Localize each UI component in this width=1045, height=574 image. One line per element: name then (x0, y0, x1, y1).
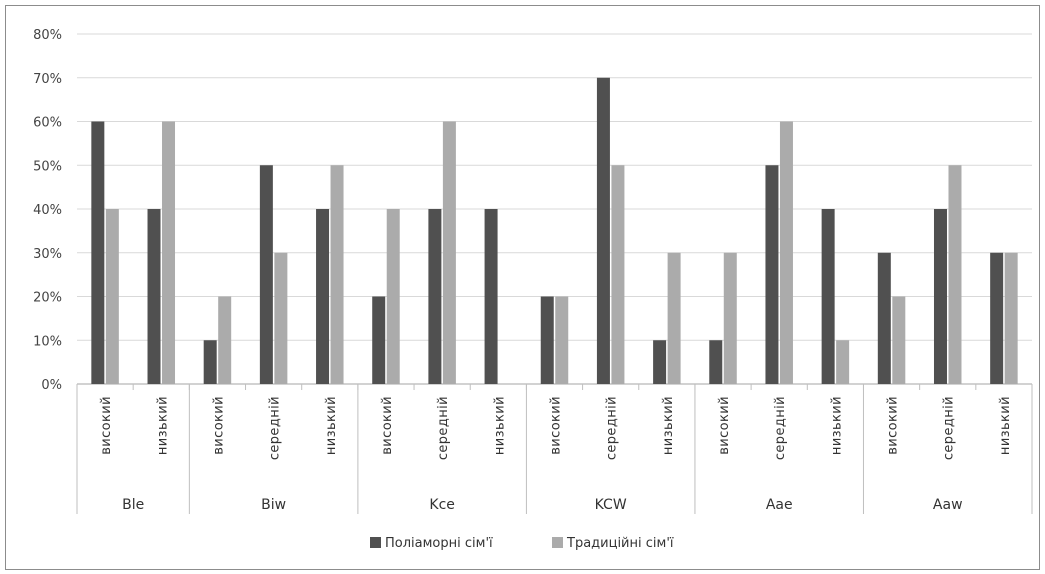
legend-swatch (370, 537, 381, 548)
bar-series1 (540, 296, 554, 384)
bar-series2 (386, 209, 400, 384)
y-tick-label: 20% (33, 291, 62, 306)
bar-series2 (330, 165, 344, 384)
bar-series1 (372, 296, 386, 384)
bar-series2 (218, 296, 232, 384)
bar-series1 (91, 121, 105, 384)
category-label: високий (717, 396, 732, 455)
y-tick-label: 0% (41, 378, 62, 393)
category-label: середній (605, 396, 620, 460)
bar-series2 (779, 121, 793, 384)
category-label: середній (436, 396, 451, 460)
y-tick-label: 10% (33, 334, 62, 349)
bar-series2 (555, 296, 569, 384)
group-label: Aaw (933, 497, 963, 513)
bar-series2 (274, 252, 288, 384)
category-label: низький (998, 396, 1013, 455)
category-label: низький (829, 396, 844, 455)
category-label: низький (155, 396, 170, 455)
bar-series1 (709, 340, 723, 384)
group-label: Biw (261, 497, 286, 513)
y-tick-label: 80% (33, 28, 62, 43)
y-tick-label: 50% (33, 159, 62, 174)
legend-label: Традиційні сім'ї (566, 536, 674, 551)
y-tick-label: 60% (33, 116, 62, 131)
chart-frame (5, 5, 1040, 570)
bar-series2 (948, 165, 962, 384)
category-label: високий (380, 396, 395, 455)
bar-series1 (653, 340, 667, 384)
bar-series2 (836, 340, 850, 384)
legend-label: Поліаморні сім'ї (385, 536, 493, 551)
bar-series2 (892, 296, 906, 384)
y-tick-label: 40% (33, 203, 62, 218)
category-label: високий (99, 396, 114, 455)
bar-series2 (105, 209, 119, 384)
bar-series1 (877, 252, 891, 384)
group-label: KCW (595, 497, 627, 513)
y-tick-label: 70% (33, 72, 62, 87)
bar-series1 (933, 209, 947, 384)
group-label: Kce (429, 497, 455, 513)
bar-series1 (259, 165, 273, 384)
bar-series1 (821, 209, 835, 384)
bar-series1 (203, 340, 217, 384)
bar-series1 (596, 77, 610, 384)
category-label: низький (324, 396, 339, 455)
group-label: Ble (122, 497, 144, 513)
bar-series1 (484, 209, 498, 384)
bar-series2 (667, 252, 681, 384)
category-label: низький (661, 396, 676, 455)
category-label: середній (268, 396, 283, 460)
category-label: середній (942, 396, 957, 460)
bar-series2 (723, 252, 737, 384)
bar-series2 (611, 165, 625, 384)
legend-swatch (552, 537, 563, 548)
category-label: високий (886, 396, 901, 455)
bar-series1 (428, 209, 442, 384)
bar-series2 (162, 121, 176, 384)
category-label: низький (492, 396, 507, 455)
bar-series2 (442, 121, 456, 384)
bar-series1 (147, 209, 161, 384)
bar-series1 (316, 209, 330, 384)
bar-series1 (765, 165, 779, 384)
group-label: Aae (766, 497, 793, 513)
y-tick-label: 30% (33, 247, 62, 262)
bar-series2 (1004, 252, 1018, 384)
category-label: високий (549, 396, 564, 455)
bar-series1 (990, 252, 1004, 384)
category-label: високий (211, 396, 226, 455)
category-label: середній (773, 396, 788, 460)
